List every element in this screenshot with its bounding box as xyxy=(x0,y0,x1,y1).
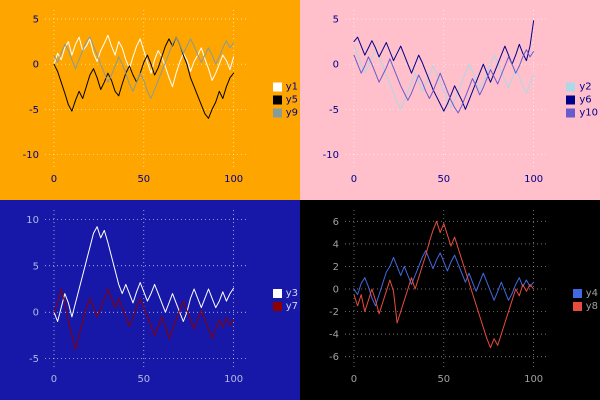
series-line-y1 xyxy=(53,34,235,88)
legend-item-y6: y6 xyxy=(566,95,598,106)
y-tick-label: 5 xyxy=(33,261,39,272)
y-tick-label: -5 xyxy=(29,105,39,116)
y-tick-label: -5 xyxy=(329,105,339,116)
legend-swatch-y7 xyxy=(272,302,282,311)
x-tick-label: 0 xyxy=(351,174,357,185)
legend-swatch-y1 xyxy=(272,82,282,92)
x-tick-label: 50 xyxy=(437,174,450,185)
legend-item-y8: y8 xyxy=(572,301,598,312)
legend-label-y1: y1 xyxy=(285,81,298,93)
y-tick-label: 0 xyxy=(333,60,339,71)
legend-item-y3: y3 xyxy=(272,288,298,299)
y-tick-label: -2 xyxy=(329,307,339,318)
x-tick-label: 50 xyxy=(137,374,150,385)
legend-item-y7: y7 xyxy=(272,301,298,312)
series-line-y5 xyxy=(53,36,235,119)
legend-label-y7: y7 xyxy=(285,301,298,312)
y-tick-label: 0 xyxy=(333,285,339,296)
legend-label-y2: y2 xyxy=(579,81,592,93)
y-tick-label: 2 xyxy=(333,262,339,273)
series-line-y2 xyxy=(353,45,535,110)
y-tick-label: 4 xyxy=(333,239,339,250)
panel-top-left: 0 50 100 5 0 -5 -10 y1 y5 y9 xyxy=(0,0,300,200)
y-tick-label: -4 xyxy=(329,330,339,341)
series-line-y9 xyxy=(53,36,235,99)
y-tick-label: 0 xyxy=(33,60,39,71)
x-tick-label: 50 xyxy=(137,174,150,185)
legend-swatch-y8 xyxy=(572,302,582,311)
legend-item-y9: y9 xyxy=(272,107,298,119)
y-tick-label: -10 xyxy=(323,150,339,161)
y-tick-label: 5 xyxy=(333,15,339,26)
legend-bottom-left: y3 y7 xyxy=(272,288,298,312)
x-tick-label: 100 xyxy=(524,374,543,385)
legend-label-y6: y6 xyxy=(579,94,592,106)
legend-label-y8: y8 xyxy=(585,301,598,312)
x-tick-label: 100 xyxy=(224,174,243,185)
legend-swatch-y10 xyxy=(566,108,576,118)
series-line-y8 xyxy=(353,220,535,349)
legend-item-y4: y4 xyxy=(572,288,598,299)
x-tick-label: 100 xyxy=(224,374,243,385)
chart-bottom-right: 0 50 100 6 4 2 0 -2 -4 -6 xyxy=(329,210,548,385)
series-line-y7 xyxy=(53,288,235,350)
x-tick-label: 0 xyxy=(51,174,57,185)
y-tick-label: 6 xyxy=(333,217,339,228)
legend-bottom-right: y4 y8 xyxy=(572,288,598,312)
legend-top-left: y1 y5 y9 xyxy=(272,81,298,119)
legend-label-y4: y4 xyxy=(585,288,598,299)
panel-top-right: 0 50 100 5 0 -5 -10 y2 y6 y10 xyxy=(300,0,600,200)
x-tick-label: 100 xyxy=(524,174,543,185)
legend-label-y9: y9 xyxy=(285,107,298,119)
y-tick-label: 10 xyxy=(26,215,39,226)
series-line-y3 xyxy=(53,226,235,322)
legend-swatch-y5 xyxy=(272,95,282,105)
legend-item-y10: y10 xyxy=(566,108,598,119)
y-tick-label: -10 xyxy=(23,150,39,161)
legend-item-y1: y1 xyxy=(272,81,298,93)
y-tick-label: -5 xyxy=(29,354,39,365)
x-tick-label: 0 xyxy=(351,374,357,385)
legend-label-y10: y10 xyxy=(579,107,598,119)
legend-swatch-y2 xyxy=(566,82,576,92)
legend-item-y5: y5 xyxy=(272,94,298,106)
series-line-y10 xyxy=(353,49,535,114)
legend-label-y5: y5 xyxy=(285,94,298,106)
x-tick-label: 0 xyxy=(51,374,57,385)
x-tick-label: 50 xyxy=(437,374,450,385)
legend-swatch-y9 xyxy=(272,108,282,118)
legend-swatch-y6 xyxy=(566,95,576,105)
series-line-y4 xyxy=(353,250,535,307)
legend-swatch-y3 xyxy=(272,289,282,298)
legend-top-right: y2 y6 y10 xyxy=(566,82,598,119)
panel-bottom-right: 0 50 100 6 4 2 0 -2 -4 -6 y4 y8 xyxy=(300,200,600,400)
y-tick-label: 0 xyxy=(33,308,39,319)
y-tick-label: 5 xyxy=(33,15,39,26)
legend-item-y2: y2 xyxy=(566,82,598,93)
y-tick-label: -6 xyxy=(329,352,339,363)
legend-swatch-y4 xyxy=(572,289,582,298)
panel-bottom-left: 0 50 100 10 5 0 -5 y3 y7 xyxy=(0,200,300,400)
legend-label-y3: y3 xyxy=(285,288,298,299)
series-line-y6 xyxy=(353,20,535,112)
